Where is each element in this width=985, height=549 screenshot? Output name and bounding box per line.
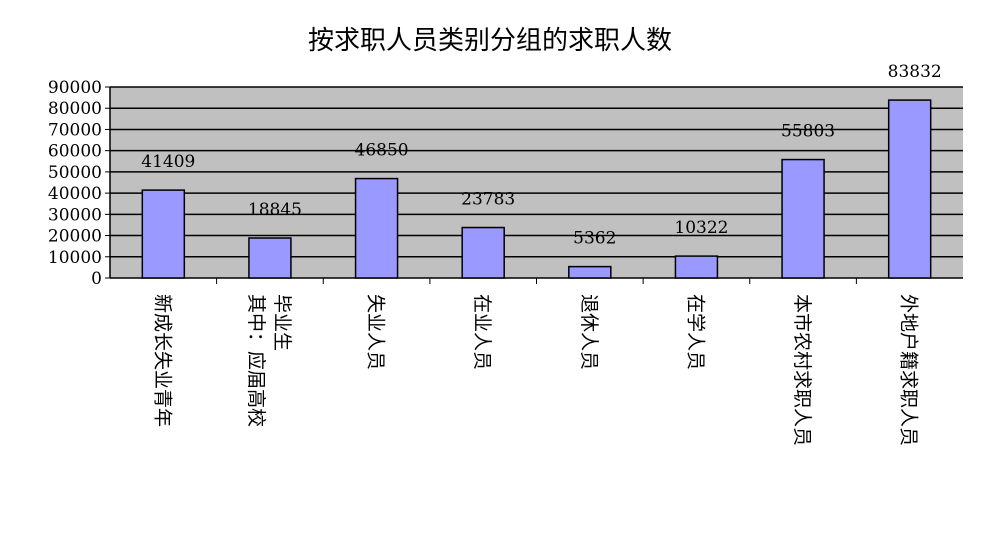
data-label: 46850 <box>355 141 409 161</box>
y-tick-label: 40000 <box>48 184 102 204</box>
bar <box>674 255 719 279</box>
x-category-label: 在业人员 <box>471 294 493 370</box>
x-category-label: 新成长失业青年 <box>151 294 173 427</box>
bar <box>248 237 292 279</box>
bar <box>568 265 612 279</box>
bar <box>461 226 505 279</box>
plot-area: 0100002000030000400005000060000700008000… <box>48 62 963 446</box>
data-label: 10322 <box>674 218 728 238</box>
y-tick-label: 10000 <box>48 248 102 268</box>
x-category-label: 在学人员 <box>684 294 706 370</box>
bar <box>141 189 186 279</box>
x-category-label: 失业人员 <box>365 294 387 370</box>
data-label: 83832 <box>888 62 942 82</box>
data-label: 18845 <box>248 200 302 220</box>
x-category-label: 退休人员 <box>578 294 600 370</box>
y-tick-label: 30000 <box>48 205 102 225</box>
data-label: 5362 <box>573 229 616 249</box>
data-label: 41409 <box>141 152 195 172</box>
bar <box>887 99 932 279</box>
chart-title: 按求职人员类别分组的求职人数 <box>308 26 672 56</box>
bar <box>781 158 825 279</box>
x-category-label: 毕业生 <box>271 294 293 351</box>
y-tick-label: 80000 <box>48 99 102 119</box>
y-tick-label: 20000 <box>48 227 102 247</box>
y-tick-label: 0 <box>91 269 102 289</box>
y-tick-label: 60000 <box>48 142 102 162</box>
y-tick-label: 90000 <box>48 78 102 98</box>
data-label: 23783 <box>461 190 515 210</box>
plot-background <box>110 87 963 278</box>
y-tick-label: 50000 <box>48 163 102 183</box>
x-category-label: 外地户籍求职人员 <box>898 294 920 446</box>
data-label: 55803 <box>781 122 835 142</box>
x-category-label: 其中：应届高校 <box>245 294 267 427</box>
y-tick-label: 70000 <box>48 120 102 140</box>
x-category-label: 本市农村求职人员 <box>791 294 813 446</box>
bar <box>354 177 399 279</box>
